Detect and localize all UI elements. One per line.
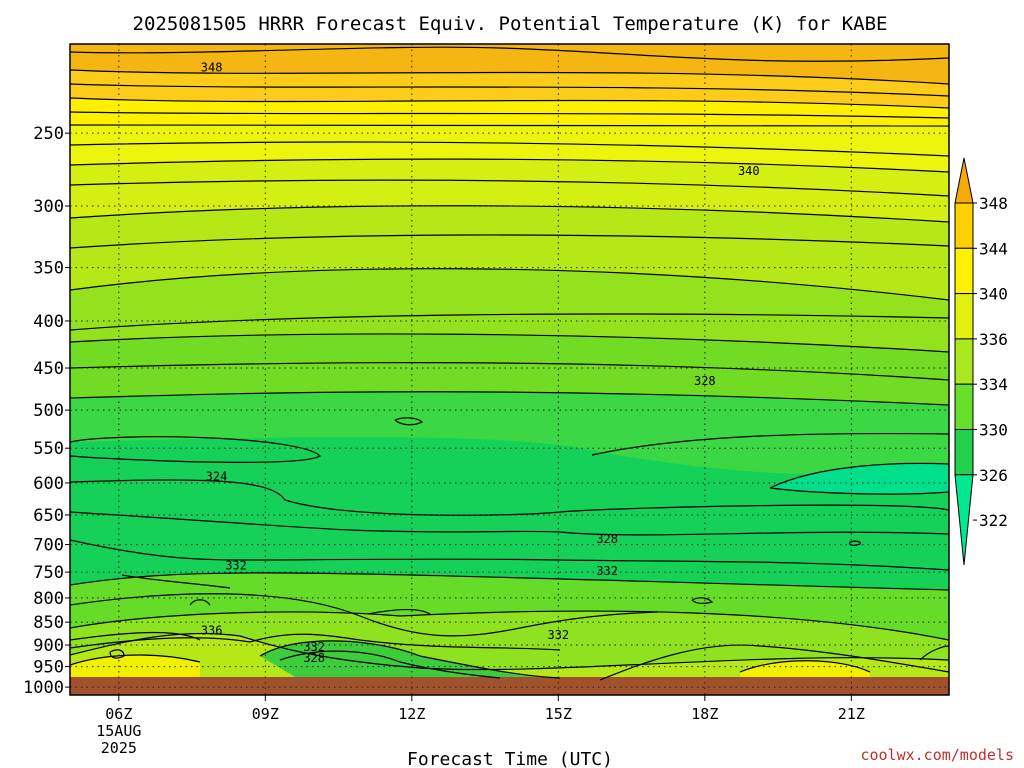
colorbar-segment xyxy=(954,429,974,476)
contour-lines xyxy=(70,46,949,681)
colorbar-segment xyxy=(954,293,974,340)
contour-label: 332 xyxy=(225,559,247,573)
y-tick-label: 750 xyxy=(33,563,64,583)
y-axis: 250 300 350 400 450 500 550 600 650 700 750 800 850 9… xyxy=(23,124,70,698)
contour-label: 332 xyxy=(596,564,618,578)
y-tick-label: 600 xyxy=(33,474,64,494)
colorbar-segment xyxy=(954,338,974,385)
contour-label: 332 xyxy=(547,628,569,642)
y-tick-label: 550 xyxy=(33,439,64,459)
contour-label: 328 xyxy=(303,651,325,665)
x-tick-label: 18Z xyxy=(691,705,718,723)
colorbar-tick-label: 344 xyxy=(979,239,1008,258)
y-tick-label: 850 xyxy=(33,613,64,633)
colorbar-tick-label: 330 xyxy=(979,421,1008,440)
source-credit: coolwx.com/models xyxy=(860,746,1014,764)
x-tick-label: 15Z xyxy=(545,705,572,723)
contour-label: 328 xyxy=(694,374,716,388)
gridlines xyxy=(70,44,949,695)
y-tick-label: 800 xyxy=(33,589,64,609)
colorbar: 348 344 340 336 334 330 326 322 xyxy=(954,157,1008,566)
x-tick-label: 21Z xyxy=(838,705,865,723)
colorbar-tick-label: 348 xyxy=(979,194,1008,213)
y-tick-label: 700 xyxy=(33,536,64,556)
x-tick-label: 12Z xyxy=(398,705,425,723)
y-tick-label: 450 xyxy=(33,359,64,379)
plot-frame xyxy=(69,43,950,696)
colorbar-top-arrow xyxy=(954,157,974,204)
y-tick-label: 900 xyxy=(33,636,64,656)
colorbar-tick-label: 336 xyxy=(979,330,1008,349)
x-tick-label: 06Z xyxy=(105,705,132,723)
x-axis-label: Forecast Time (UTC) xyxy=(407,749,613,768)
y-tick-label: 250 xyxy=(33,124,64,144)
contour-label: 340 xyxy=(738,164,760,178)
colorbar-segment xyxy=(954,383,974,431)
colorbar-tick-label: 340 xyxy=(979,285,1008,304)
y-tick-label: 1000 xyxy=(23,678,64,698)
y-tick-label: 400 xyxy=(33,312,64,332)
contour-label: 328 xyxy=(596,532,618,546)
y-tick-label: 350 xyxy=(33,259,64,279)
colorbar-segment xyxy=(954,247,974,295)
colorbar-bottom-arrow xyxy=(954,474,974,566)
chart-title: 2025081505 HRRR Forecast Equiv. Potentia… xyxy=(133,13,888,35)
x-tick-label: 09Z xyxy=(252,705,279,723)
y-tick-label: 500 xyxy=(33,401,64,421)
colorbar-segment xyxy=(954,202,974,249)
colorbar-tick-label: 334 xyxy=(979,375,1008,394)
date-label: 2025 xyxy=(101,739,137,757)
contour-label: 332 xyxy=(303,640,325,654)
contour-label: 336 xyxy=(201,624,223,638)
y-tick-label: 300 xyxy=(33,197,64,217)
contour-label: 348 xyxy=(201,60,223,74)
y-tick-label: 950 xyxy=(33,658,64,678)
contour-bands xyxy=(70,44,949,695)
colorbar-tick-label: 322 xyxy=(979,511,1008,530)
colorbar-tick-label: 326 xyxy=(979,466,1008,485)
date-label: 15AUG xyxy=(96,722,141,740)
y-tick-label: 650 xyxy=(33,506,64,526)
contour-label: 324 xyxy=(206,469,228,483)
